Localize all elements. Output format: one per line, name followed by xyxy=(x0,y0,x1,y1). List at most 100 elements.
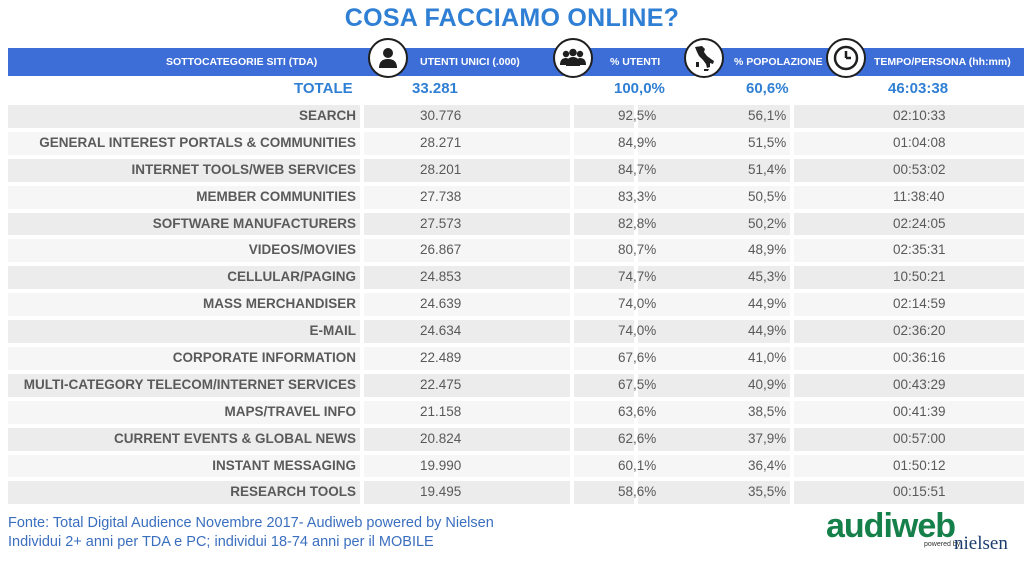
row-name: RESEARCH TOOLS xyxy=(230,484,356,500)
group-icon xyxy=(553,38,593,78)
row-background xyxy=(364,427,570,451)
table-row: MEMBER COMMUNITIES 27.738 83,3% 50,5% 11:38:… xyxy=(8,184,1024,211)
row-time: 00:36:16 xyxy=(893,350,946,366)
row-background xyxy=(638,481,790,505)
row-name: MAPS/TRAVEL INFO xyxy=(224,403,356,419)
row-time: 01:50:12 xyxy=(893,457,946,473)
row-background xyxy=(638,454,790,478)
table-row: E-MAIL 24.634 74,0% 44,9% 02:36:20 xyxy=(8,318,1024,345)
row-pct-users: 83,3% xyxy=(618,188,657,204)
row-users: 30.776 xyxy=(420,108,462,123)
row-pct-pop: 44,9% xyxy=(748,296,787,312)
row-background xyxy=(8,481,360,505)
table-row: INSTANT MESSAGING 19.990 60,1% 36,4% 01:50:1… xyxy=(8,453,1024,480)
row-pct-users: 84,9% xyxy=(618,134,657,150)
row-name: SEARCH xyxy=(298,108,356,123)
row-pct-users: 60,1% xyxy=(618,457,657,473)
row-background xyxy=(638,400,790,424)
row-time: 02:14:59 xyxy=(893,296,946,312)
row-background xyxy=(794,427,1024,451)
row-background xyxy=(574,239,634,263)
row-pct-users: 67,5% xyxy=(618,376,657,392)
row-background xyxy=(638,131,790,155)
logo-nielsen-text: nielsen xyxy=(954,533,1008,554)
row-pct-pop: 56,1% xyxy=(748,108,787,123)
row-time: 00:15:51 xyxy=(893,484,946,500)
row-pct-pop: 38,5% xyxy=(748,403,787,419)
person-icon xyxy=(368,38,408,78)
table-row: CORPORATE INFORMATION 22.489 67,6% 41,0% 00:… xyxy=(8,345,1024,372)
row-pct-users: 74,0% xyxy=(618,323,657,339)
page-title: COSA FACCIAMO ONLINE? xyxy=(344,4,680,32)
row-background xyxy=(8,427,360,451)
row-name: MASS MERCHANDISER xyxy=(202,296,356,312)
row-pct-pop: 45,3% xyxy=(748,269,787,285)
row-users: 22.489 xyxy=(420,350,462,366)
row-background xyxy=(794,105,1024,128)
row-pct-users: 63,6% xyxy=(618,403,657,419)
row-pct-users: 92,5% xyxy=(618,108,657,123)
row-pct-pop: 40,9% xyxy=(748,376,787,392)
row-background xyxy=(574,105,634,128)
table-row: SEARCH 30.776 92,5% 56,1% 02:10:33 xyxy=(8,103,1024,130)
row-background xyxy=(574,131,634,155)
row-pct-users: 82,8% xyxy=(618,215,657,231)
row-pct-pop: 41,0% xyxy=(748,350,787,366)
row-time: 02:10:33 xyxy=(893,108,946,123)
row-pct-pop: 50,5% xyxy=(748,188,787,204)
row-pct-users: 58,6% xyxy=(618,484,657,500)
row-background xyxy=(638,266,790,290)
row-background xyxy=(574,266,634,290)
row-background xyxy=(638,212,790,236)
source-note: Fonte: Total Digital Audience Novembre 2… xyxy=(8,514,494,552)
row-users: 20.824 xyxy=(420,430,462,446)
row-users: 24.639 xyxy=(420,296,462,312)
row-background xyxy=(364,266,570,290)
row-pct-pop: 35,5% xyxy=(748,484,787,500)
row-background xyxy=(638,105,790,128)
row-name: MULTI-CATEGORY TELECOM/INTERNET SERVICES xyxy=(23,376,356,392)
header-col-time: TEMPO/PERSONA (hh:mm) xyxy=(874,56,1011,68)
total-label: TOTALE xyxy=(294,80,353,97)
row-background xyxy=(364,454,570,478)
row-background xyxy=(574,373,634,397)
row-background xyxy=(364,185,570,209)
row-background xyxy=(574,347,634,370)
row-background xyxy=(8,373,360,397)
row-pct-pop: 51,4% xyxy=(748,161,787,177)
row-background xyxy=(794,212,1024,236)
row-background xyxy=(364,105,570,128)
row-background xyxy=(794,481,1024,505)
row-background xyxy=(794,293,1024,317)
row-time: 10:50:21 xyxy=(893,269,946,285)
source-line-2: Individui 2+ anni per TDA e PC; individu… xyxy=(8,534,434,550)
row-background xyxy=(8,158,360,182)
row-name: CORPORATE INFORMATION xyxy=(172,350,356,366)
row-background xyxy=(574,481,634,505)
row-background xyxy=(8,239,360,263)
row-background xyxy=(364,293,570,317)
table-row: CELLULAR/PAGING 24.853 74,7% 45,3% 10:50:21 xyxy=(8,264,1024,291)
row-background xyxy=(8,454,360,478)
row-pct-pop: 37,9% xyxy=(748,430,787,446)
row-pct-pop: 50,2% xyxy=(748,215,787,231)
table-header: SOTTOCATEGORIE SITI (TDA) UTENTI UNICI (… xyxy=(8,48,1024,76)
row-background xyxy=(574,454,634,478)
row-time: 11:38:40 xyxy=(893,188,945,204)
row-users: 26.867 xyxy=(420,242,462,258)
source-line-1: Fonte: Total Digital Audience Novembre 2… xyxy=(8,515,494,531)
row-users: 27.738 xyxy=(420,188,462,204)
total-time: 46:03:38 xyxy=(888,80,949,97)
row-background xyxy=(574,427,634,451)
row-users: 27.573 xyxy=(420,215,462,231)
row-background xyxy=(574,400,634,424)
row-users: 21.158 xyxy=(420,403,462,419)
row-background xyxy=(8,212,360,236)
row-background xyxy=(364,347,570,370)
row-background xyxy=(794,131,1024,155)
clock-icon xyxy=(826,38,866,78)
table-row: MAPS/TRAVEL INFO 21.158 63,6% 38,5% 00:41:39 xyxy=(8,399,1024,426)
row-background xyxy=(638,293,790,317)
row-background xyxy=(8,293,360,317)
row-name: VIDEOS/MOVIES xyxy=(248,242,356,258)
